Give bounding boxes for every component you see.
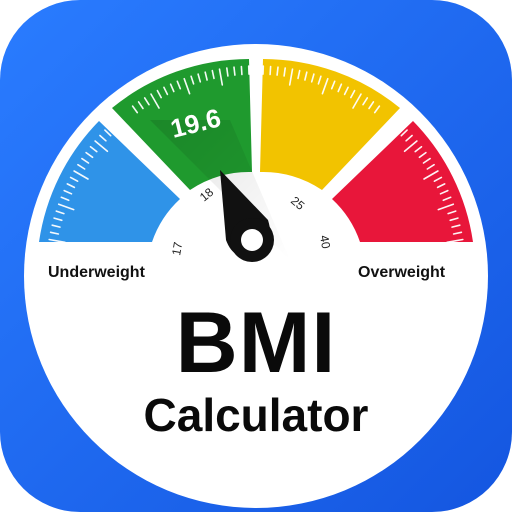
scale-tick — [131, 105, 139, 114]
scale-tick — [330, 80, 336, 90]
scale-tick — [73, 170, 89, 180]
scale-tick — [63, 189, 73, 195]
scale-tick — [452, 231, 463, 235]
scale-tick — [163, 86, 169, 96]
scale-tick — [368, 101, 375, 110]
scale-tick — [183, 77, 191, 95]
scale-tick — [49, 231, 60, 235]
scale-tick — [426, 163, 435, 170]
scale-tick — [310, 73, 315, 83]
scale-tick — [343, 86, 349, 96]
scale-tick — [104, 129, 112, 137]
scale-tick — [240, 65, 243, 76]
scale-tick — [422, 157, 431, 164]
scale-ticks — [45, 65, 467, 270]
scale-tick — [414, 145, 423, 153]
scale-tick — [176, 80, 182, 90]
scale-tick — [349, 89, 356, 99]
scale-tick — [373, 105, 381, 114]
scale-tick — [89, 145, 98, 153]
scale-tick — [226, 67, 229, 77]
scale-tick — [269, 65, 272, 76]
scale-tick — [109, 124, 117, 132]
scale-tick — [77, 163, 86, 170]
scale-tick — [405, 134, 413, 142]
scale-tick — [233, 66, 236, 76]
scale-tick — [143, 97, 150, 106]
scale-tick — [362, 97, 369, 106]
scale-tick — [418, 151, 427, 159]
tick-label-17: 17 — [169, 241, 185, 257]
underweight-label: Underweight — [48, 264, 145, 281]
scale-tick — [446, 238, 464, 244]
scale-tick — [85, 151, 94, 159]
scale-tick — [46, 253, 56, 256]
scale-tick — [55, 210, 65, 215]
scale-tick — [449, 217, 459, 222]
scale-tick — [150, 93, 160, 109]
scale-tick — [69, 176, 79, 182]
scale-tick — [60, 196, 70, 202]
scale-tick — [47, 246, 57, 249]
scale-tick — [423, 170, 439, 180]
scale-tick — [156, 89, 162, 99]
scale-tick — [400, 129, 408, 137]
scale-tick — [395, 124, 403, 132]
scale-tick — [99, 134, 107, 142]
needle — [220, 170, 274, 262]
scale-tick — [455, 246, 465, 249]
scale-tick — [451, 224, 461, 228]
scale-tick — [304, 71, 308, 81]
scale-tick — [81, 157, 90, 164]
scale-tick — [297, 69, 301, 80]
scale-tick — [447, 210, 457, 215]
segment-overweight — [260, 59, 400, 190]
scale-tick — [436, 183, 446, 189]
calculator-subtitle: Calculator — [143, 389, 369, 441]
scale-tick — [352, 93, 362, 109]
dial-face — [24, 44, 488, 508]
scale-tick — [45, 260, 56, 263]
scale-tick — [94, 140, 109, 153]
scale-tick — [433, 176, 443, 182]
scale-tick — [211, 69, 215, 80]
scale-tick — [317, 75, 322, 85]
scale-tick — [53, 217, 63, 222]
bmi-title: BMI — [175, 295, 337, 391]
needle-hub-center — [241, 229, 263, 251]
scale-tick — [57, 203, 75, 211]
scale-tick — [437, 203, 455, 211]
segment-underweight — [39, 121, 180, 242]
scale-tick — [439, 189, 449, 195]
scale-tick — [66, 183, 76, 189]
scale-tick — [276, 66, 279, 76]
scale-tick — [321, 77, 329, 95]
scale-tick — [456, 260, 467, 263]
scale-tick — [442, 196, 452, 202]
tick-label-40: 40 — [317, 234, 333, 250]
scale-tick — [204, 71, 208, 81]
segment-obese — [332, 121, 473, 242]
scale-tick — [197, 73, 202, 83]
scale-tick — [288, 68, 294, 86]
scale-tick — [169, 83, 175, 93]
scale-tick — [403, 140, 418, 153]
overweight-label: Overweight — [358, 264, 446, 281]
scale-tick — [218, 68, 224, 86]
scale-tick — [48, 238, 66, 244]
scale-tick — [337, 83, 343, 93]
scale-tick — [137, 101, 144, 110]
scale-tick — [283, 67, 287, 77]
scale-tick — [456, 253, 466, 256]
scale-tick — [51, 224, 61, 228]
scale-tick — [190, 75, 195, 85]
